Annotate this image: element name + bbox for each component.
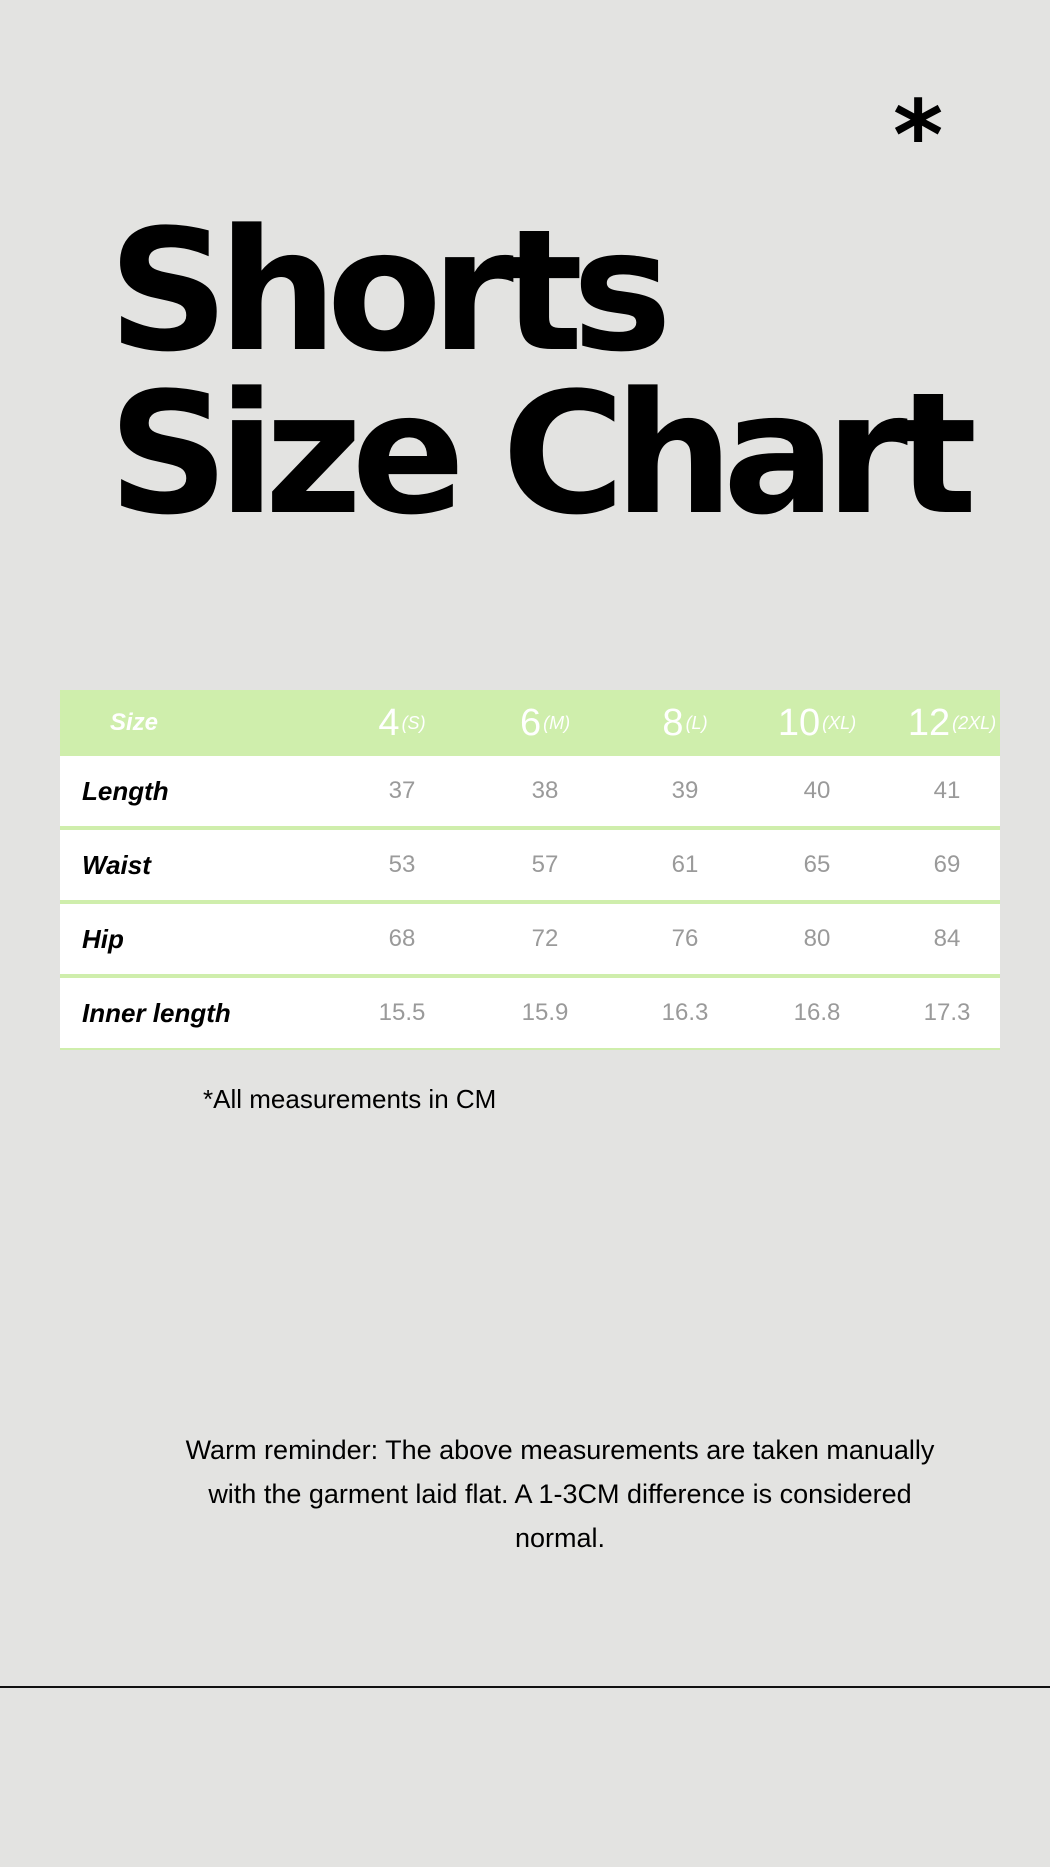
table-cell: 68 bbox=[388, 925, 416, 952]
row-label: Inner length bbox=[82, 997, 231, 1028]
size-number: 12 bbox=[907, 701, 951, 744]
header-size-label: Size bbox=[110, 709, 159, 736]
table-cell: 61 bbox=[671, 851, 699, 878]
size-number: 10 bbox=[777, 701, 821, 744]
size-table: Size 4 (S) 6 (M) 8 (L) 10 (XL) 12 (2XL) Lengt… bbox=[60, 690, 1000, 1050]
size-tag: (S) bbox=[401, 712, 426, 733]
size-tag: (M) bbox=[543, 712, 571, 733]
table-cell: 15.5 bbox=[378, 999, 426, 1026]
header-size: 10 (XL) bbox=[747, 690, 887, 756]
table-cell: 80 bbox=[803, 925, 831, 952]
table-cell: 15.9 bbox=[521, 999, 569, 1026]
size-tag: (L) bbox=[685, 712, 708, 733]
row-label: Length bbox=[82, 775, 169, 806]
table-cell: 84 bbox=[933, 925, 961, 952]
table-cell: 16.8 bbox=[793, 999, 841, 1026]
table-cell: 40 bbox=[803, 777, 831, 804]
table-header-row: Size 4 (S) 6 (M) 8 (L) 10 (XL) 12 (2XL) bbox=[60, 690, 1000, 756]
size-number: 6 bbox=[519, 701, 542, 744]
size-number: 8 bbox=[662, 701, 684, 744]
size-tag: (2XL) bbox=[952, 712, 997, 733]
page-title: Shorts Size Chart bbox=[108, 207, 977, 538]
row-label: Hip bbox=[82, 923, 124, 954]
asterisk-decoration: * bbox=[893, 80, 944, 192]
table-cell: 17.3 bbox=[923, 999, 971, 1026]
table-cell: 41 bbox=[933, 777, 961, 804]
header-size: 12 (2XL) bbox=[882, 690, 1022, 756]
table-cell: 65 bbox=[803, 851, 831, 878]
table-row: Waist 53 57 61 65 69 bbox=[60, 830, 1000, 904]
title-line-1: Shorts bbox=[108, 193, 672, 389]
table-cell: 16.3 bbox=[661, 999, 709, 1026]
size-tag: (XL) bbox=[822, 712, 857, 733]
header-size: 6 (M) bbox=[475, 690, 615, 756]
table-row: Inner length 15.5 15.9 16.3 16.8 17.3 bbox=[60, 978, 1000, 1050]
measurement-note: *All measurements in CM bbox=[203, 1084, 497, 1114]
table-cell: 57 bbox=[531, 851, 559, 878]
divider bbox=[0, 1686, 1050, 1688]
table-cell: 53 bbox=[388, 851, 416, 878]
table-row: Length 37 38 39 40 41 bbox=[60, 756, 1000, 830]
size-number: 4 bbox=[378, 701, 400, 744]
warm-reminder: Warm reminder: The above measurements ar… bbox=[185, 1435, 935, 1553]
table-cell: 72 bbox=[531, 925, 559, 952]
title-line-2: Size Chart bbox=[108, 356, 977, 552]
table-cell: 69 bbox=[933, 851, 961, 878]
table-cell: 38 bbox=[531, 777, 559, 804]
header-size: 4 (S) bbox=[332, 690, 472, 756]
table-cell: 39 bbox=[671, 777, 699, 804]
header-size: 8 (L) bbox=[615, 690, 755, 756]
row-label: Waist bbox=[82, 849, 151, 880]
table-cell: 76 bbox=[671, 925, 699, 952]
table-row: Hip 68 72 76 80 84 bbox=[60, 904, 1000, 978]
table-cell: 37 bbox=[388, 777, 416, 804]
